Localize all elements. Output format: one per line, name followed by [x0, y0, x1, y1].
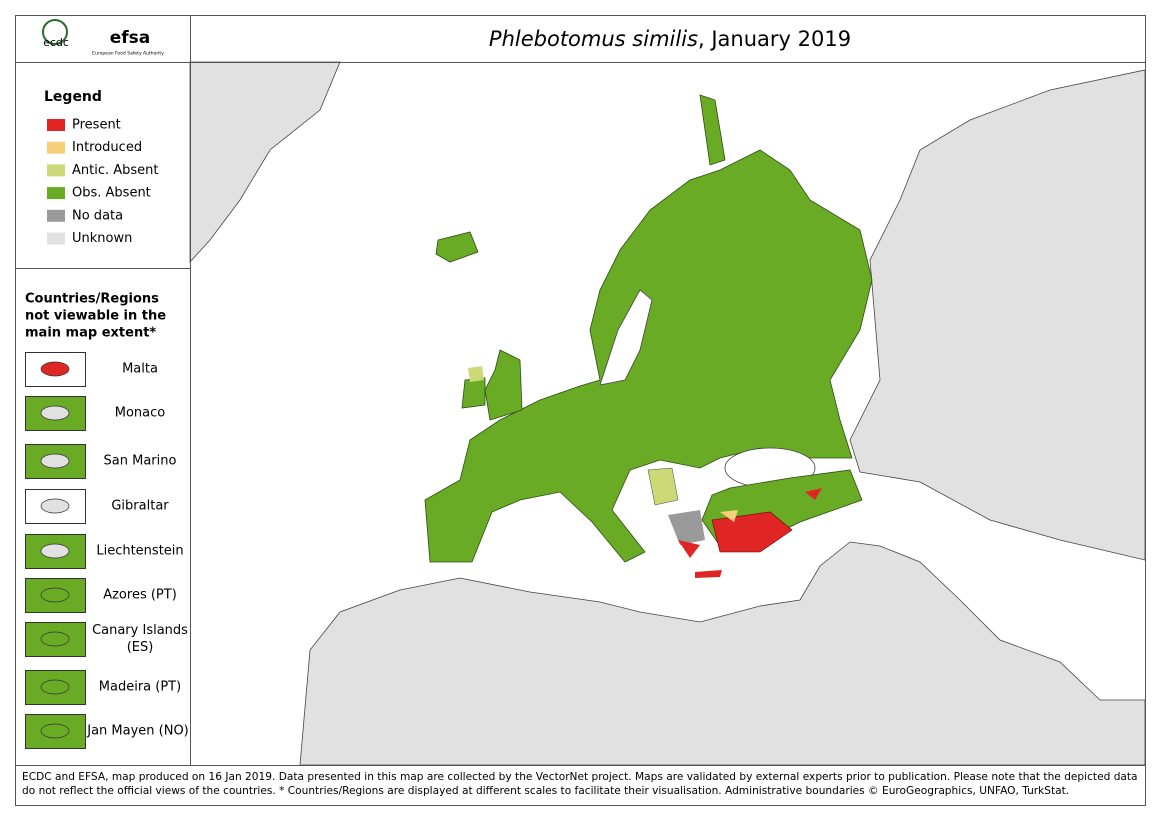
- legend-label: Present: [72, 118, 121, 133]
- inset-shape: [40, 361, 70, 377]
- inset-shape: [40, 631, 70, 647]
- inset-shape: [40, 405, 70, 421]
- legend-label: Obs. Absent: [72, 186, 151, 201]
- footer-text: ECDC and EFSA, map produced on 16 Jan 20…: [22, 771, 1138, 783]
- present-area: [711, 511, 793, 553]
- antic-absent-area: [468, 366, 484, 382]
- footer-text: do not reflect the official views of the…: [22, 785, 1069, 797]
- iceland: [435, 231, 479, 263]
- inset-label: San Marino: [104, 454, 177, 469]
- uk: [484, 349, 523, 421]
- legend-label: Introduced: [72, 140, 142, 155]
- inset-shape: [40, 723, 70, 739]
- ecdc-logo: [42, 19, 68, 45]
- inset-label: Monaco: [115, 406, 166, 421]
- legend: Present Introduced Antic. Absent Obs. Absen…: [47, 118, 159, 246]
- inset-shape: [40, 587, 70, 603]
- frame: [15, 15, 1146, 806]
- title-date: , January 2019: [698, 27, 851, 51]
- efsa-subtext: European Food Safety Authority: [92, 51, 164, 57]
- legend-label: No data: [72, 208, 123, 223]
- ireland: [461, 377, 486, 409]
- ecdc-text: ecdc: [43, 36, 69, 49]
- inset-label: Jan Mayen (NO): [86, 724, 189, 739]
- inset-label: Madeira (PT): [99, 680, 181, 695]
- regions-title: not viewable in the: [25, 309, 166, 324]
- greenland: [189, 61, 341, 264]
- inset-label: Gibraltar: [111, 499, 169, 514]
- inset-label: Canary Islands: [92, 623, 188, 638]
- crete: [695, 570, 722, 578]
- map: [189, 61, 1146, 766]
- africa: [299, 541, 1146, 766]
- novaya-zemlya: [699, 94, 726, 166]
- inset-shape: [40, 679, 70, 695]
- regions-title: Countries/Regions: [25, 292, 159, 307]
- legend-label: Unknown: [72, 231, 132, 246]
- footer: ECDC and EFSA, map produced on 16 Jan 20…: [22, 771, 1138, 797]
- present-area: [805, 488, 822, 500]
- inset-label: Azores (PT): [103, 588, 177, 603]
- inset-label: (ES): [127, 640, 154, 655]
- introduced-area: [720, 510, 738, 522]
- legend-swatch: [47, 232, 65, 245]
- legend-title: Legend: [44, 89, 102, 105]
- legend-swatch: [47, 141, 65, 154]
- antic-absent-area: [647, 467, 679, 506]
- inset-shape: [40, 498, 70, 514]
- inset-shape: [40, 453, 70, 469]
- inset-label: Malta: [122, 362, 158, 377]
- present-area: [678, 540, 700, 558]
- legend-swatch: [47, 119, 65, 131]
- no-data-area: [668, 510, 705, 545]
- legend-swatch: [47, 209, 65, 222]
- efsa-text: efsa: [110, 28, 151, 48]
- title: Phlebotomus similis, January 2019: [489, 27, 851, 51]
- inset-label: Liechtenstein: [96, 544, 183, 559]
- legend-swatch: [47, 187, 65, 200]
- baltic-sea: [599, 289, 653, 386]
- inset-shape: [40, 543, 70, 559]
- asia: [849, 69, 1146, 561]
- title-species: Phlebotomus similis: [489, 27, 698, 51]
- logos: ecdc efsa European Food Safety Authority: [42, 19, 164, 57]
- legend-label: Antic. Absent: [72, 163, 159, 178]
- regions-panel: Countries/Regions not viewable in the main…: [25, 292, 189, 749]
- legend-swatch: [47, 164, 65, 177]
- regions-title: main map extent*: [25, 326, 156, 341]
- europe: [424, 149, 873, 563]
